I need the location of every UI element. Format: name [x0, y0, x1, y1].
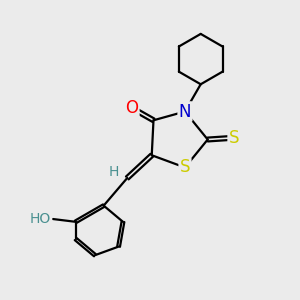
Text: S: S	[180, 158, 190, 176]
Text: HO: HO	[30, 212, 51, 226]
Text: N: N	[179, 103, 191, 121]
Text: H: H	[109, 165, 119, 179]
Text: S: S	[229, 129, 239, 147]
Text: O: O	[125, 99, 138, 117]
